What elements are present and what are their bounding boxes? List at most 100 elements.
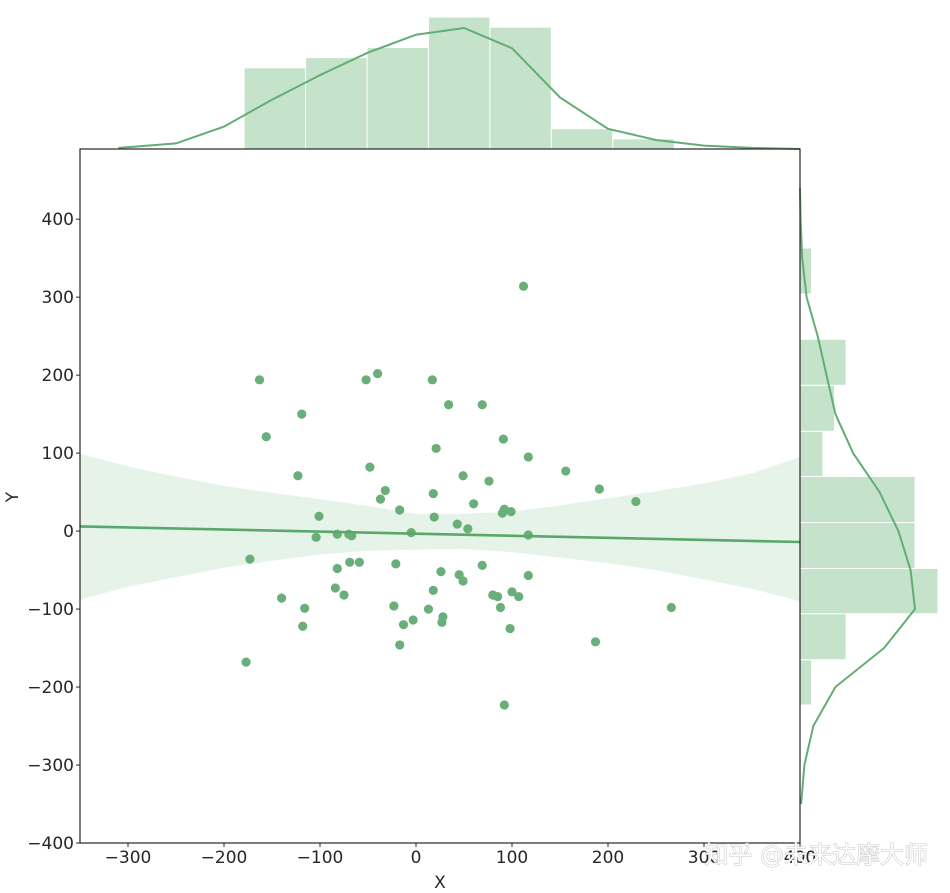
- scatter-point: [254, 375, 265, 385]
- scatter-point: [428, 489, 438, 499]
- scatter-point: [428, 585, 438, 595]
- scatter-point: [245, 554, 255, 564]
- scatter-point: [380, 485, 390, 496]
- x-tick-label: −100: [297, 848, 344, 868]
- y-tick-label: 400: [42, 210, 74, 230]
- scatter-point: [493, 591, 503, 602]
- scatter-point: [391, 559, 401, 569]
- x-kde-curve: [118, 26, 801, 150]
- scatter-point: [429, 512, 439, 522]
- y-hist-bar: [799, 384, 835, 432]
- scatter-point: [314, 511, 324, 521]
- y-hist-bar: [799, 568, 939, 615]
- scatter-point: [395, 505, 405, 515]
- y-tick-label: −200: [27, 678, 74, 698]
- scatter-point: [261, 432, 271, 442]
- y-tick-label: −400: [27, 834, 74, 854]
- scatter-point: [438, 612, 448, 622]
- scatter-point: [495, 602, 506, 613]
- y-axis-label: Y: [3, 491, 23, 503]
- scatter-point: [507, 587, 517, 597]
- y-tick-label: 200: [42, 366, 74, 386]
- scatter-point: [458, 471, 468, 481]
- scatter-point: [590, 637, 601, 647]
- scatter-point: [514, 591, 524, 602]
- y-hist-bar: [799, 476, 916, 524]
- scatter-point: [354, 557, 364, 567]
- x-hist-bar: [550, 128, 614, 150]
- scatter-point: [293, 471, 303, 481]
- scatter-point: [594, 484, 604, 494]
- scatter-point: [666, 602, 676, 613]
- y-axis: −400 −300 −200 −100 0 100 200 300 400: [27, 210, 80, 854]
- y-hist-bar: [799, 430, 824, 478]
- y-marginal-histogram: [799, 187, 939, 805]
- scatter-point: [297, 409, 307, 419]
- scatter-point: [408, 615, 418, 625]
- x-hist-bar: [489, 26, 552, 150]
- plot-inner: [80, 281, 800, 710]
- plot-frame: [79, 148, 801, 844]
- scatter-point: [300, 603, 310, 613]
- scatter-point: [444, 400, 454, 410]
- scatter-point: [498, 434, 508, 444]
- scatter-point: [298, 621, 308, 631]
- scatter-point: [484, 476, 494, 486]
- scatter-point: [339, 590, 349, 600]
- scatter-point: [330, 583, 340, 593]
- scatter-point: [505, 623, 515, 634]
- scatter-point: [365, 462, 375, 472]
- scatter-point: [427, 375, 437, 385]
- scatter-point: [431, 443, 441, 454]
- x-tick-label: −300: [105, 848, 152, 868]
- scatter-point: [499, 700, 509, 710]
- y-hist-bar: [799, 522, 916, 570]
- x-hist-bar: [305, 57, 368, 150]
- y-tick-label: −100: [27, 600, 74, 620]
- scatter-point: [518, 281, 529, 291]
- scatter-point: [436, 567, 446, 577]
- x-axis-label: X: [434, 873, 446, 893]
- x-axis: −300 −200 −100 0 100 200 300 400: [105, 843, 816, 868]
- x-hist-bar: [427, 16, 491, 150]
- scatter-point: [389, 601, 399, 611]
- x-tick-label: 100: [496, 848, 528, 868]
- scatter-point: [332, 563, 342, 574]
- y-tick-label: 0: [63, 522, 74, 542]
- y-kde-curve: [799, 187, 917, 805]
- scatter-point: [398, 620, 409, 630]
- scatter-point: [395, 640, 405, 650]
- y-tick-label: 300: [42, 288, 74, 308]
- scatter-point: [469, 499, 479, 509]
- scatter-point: [477, 560, 487, 571]
- y-hist-bar: [799, 613, 847, 661]
- scatter-point: [375, 494, 386, 504]
- y-tick-label: −300: [27, 756, 74, 776]
- x-tick-label: 400: [784, 848, 816, 868]
- scatter-point: [423, 604, 434, 614]
- x-marginal-histogram: [118, 16, 801, 150]
- scatter-point: [311, 532, 321, 542]
- regression-line: [80, 525, 800, 544]
- x-tick-label: 300: [688, 848, 720, 868]
- confidence-band: [80, 453, 800, 602]
- x-hist-bar: [366, 46, 429, 150]
- y-hist-bar: [799, 659, 812, 706]
- x-tick-label: 200: [592, 848, 624, 868]
- scatter-point: [241, 657, 251, 667]
- watermark: 知乎 @未来达摩大师: [704, 841, 928, 869]
- scatter-point: [463, 524, 473, 534]
- scatter-plot-area: [79, 148, 801, 844]
- scatter-point: [277, 593, 287, 603]
- scatter-point: [361, 375, 371, 385]
- x-hist-bar: [243, 67, 307, 150]
- scatter-point: [452, 519, 462, 529]
- x-tick-label: −200: [201, 848, 248, 868]
- scatter-point: [345, 557, 355, 567]
- scatter-point: [631, 496, 641, 507]
- scatter-point: [373, 368, 383, 379]
- x-tick-label: 0: [411, 848, 422, 868]
- scatter-point: [523, 452, 533, 462]
- scatter-point: [458, 576, 468, 586]
